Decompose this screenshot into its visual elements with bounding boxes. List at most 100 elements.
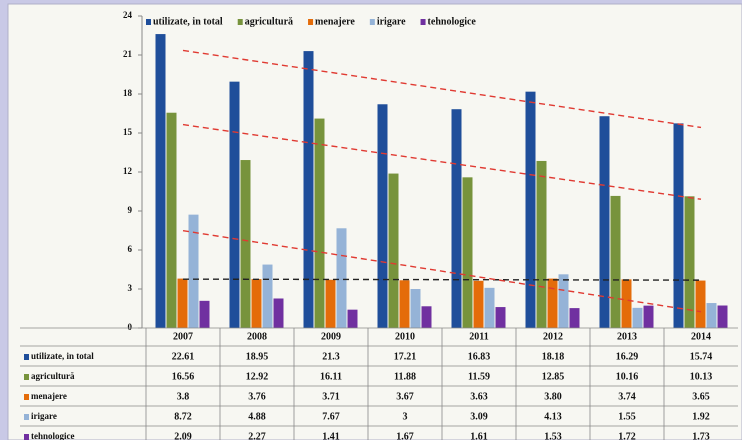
bar xyxy=(377,104,388,329)
table-cell: 16.29 xyxy=(616,351,639,362)
bar xyxy=(717,305,728,328)
table-cell: 2.09 xyxy=(174,431,192,440)
x-tick-label: 2013 xyxy=(617,331,637,342)
bar xyxy=(484,287,495,328)
x-tick-label: 2014 xyxy=(691,331,711,342)
table-cell: 16.56 xyxy=(172,371,195,382)
y-tick-label: 9 xyxy=(128,205,133,215)
bar xyxy=(621,279,632,328)
trend-line xyxy=(182,49,702,129)
table-cell: 12.85 xyxy=(542,371,565,382)
legend-label: tehnologice xyxy=(428,16,477,27)
x-tick-label: 2009 xyxy=(321,331,341,342)
table-cell: 3.76 xyxy=(248,391,266,402)
y-tick-label: 0 xyxy=(128,322,133,332)
table-row-label: menajere xyxy=(31,391,67,401)
table-cell: 21.3 xyxy=(322,351,340,362)
table-cell: 3.09 xyxy=(470,411,488,422)
y-tick-label: 18 xyxy=(123,88,133,98)
table-cell: 3 xyxy=(403,411,408,422)
table-cell: 10.13 xyxy=(690,371,713,382)
bar xyxy=(388,173,399,328)
bar xyxy=(240,160,251,328)
bar xyxy=(336,228,347,328)
table-cell: 3.63 xyxy=(470,391,488,402)
y-tick-label: 6 xyxy=(128,244,133,254)
table-cell: 7.67 xyxy=(322,411,340,422)
bar xyxy=(558,274,569,328)
legend-swatch xyxy=(308,19,314,25)
table-cell: 1.92 xyxy=(692,411,710,422)
table-cell: 4.88 xyxy=(248,411,266,422)
bar xyxy=(155,34,166,328)
bar xyxy=(451,109,462,329)
bar xyxy=(525,91,536,328)
table-cell: 1.67 xyxy=(396,431,414,440)
table-cell: 11.59 xyxy=(468,371,490,382)
y-tick-label: 24 xyxy=(123,10,133,20)
table-row-label: irigare xyxy=(31,411,57,421)
trend-line xyxy=(182,278,702,281)
bar xyxy=(599,116,610,328)
legend-swatch xyxy=(146,19,151,25)
legend-swatch xyxy=(369,19,375,25)
x-tick-label: 2007 xyxy=(173,331,193,342)
bar xyxy=(229,81,240,329)
table-cell: 1.41 xyxy=(322,431,340,440)
table-cell: 16.11 xyxy=(320,371,342,382)
bar xyxy=(251,279,262,328)
table-cell: 3.65 xyxy=(692,391,710,402)
bar xyxy=(399,280,410,328)
table-cell: 18.95 xyxy=(246,351,269,362)
bar xyxy=(610,195,621,328)
table-cell: 17.21 xyxy=(394,351,417,362)
table-row-label: tehnologice xyxy=(31,431,75,440)
table-swatch xyxy=(24,414,29,420)
table-cell: 1.61 xyxy=(470,431,488,440)
y-tick-label: 3 xyxy=(128,283,133,293)
legend-label: irigare xyxy=(377,16,406,27)
bar xyxy=(410,289,421,328)
bar xyxy=(495,307,506,328)
bar xyxy=(695,280,706,328)
table-swatch xyxy=(24,374,29,380)
legend-swatch xyxy=(420,19,426,25)
bar xyxy=(536,160,547,328)
bar xyxy=(643,305,654,328)
bar xyxy=(569,308,580,328)
table-cell: 1.72 xyxy=(618,431,636,440)
x-tick-label: 2012 xyxy=(543,331,563,342)
table-cell: 1.73 xyxy=(692,431,710,440)
bar xyxy=(199,300,210,328)
table-cell: 15.74 xyxy=(690,351,713,362)
bar xyxy=(632,307,643,328)
bar xyxy=(325,279,336,328)
bar xyxy=(188,214,199,328)
table-cell: 2.27 xyxy=(248,431,266,440)
table-cell: 3.71 xyxy=(322,391,340,402)
legend-label: menajere xyxy=(315,16,355,27)
trend-line xyxy=(182,229,702,313)
legend-label: agricultură xyxy=(245,16,293,27)
table-cell: 4.13 xyxy=(544,411,562,422)
table-swatch xyxy=(24,434,29,440)
bar xyxy=(166,112,177,328)
table-cell: 3.67 xyxy=(396,391,414,402)
table-cell: 11.88 xyxy=(394,371,416,382)
bar xyxy=(706,303,717,328)
table-cell: 18.18 xyxy=(542,351,565,362)
y-tick-label: 15 xyxy=(123,127,133,137)
trend-line xyxy=(182,123,702,200)
table-row-label: utilizate, in total xyxy=(31,351,94,361)
table-cell: 3.8 xyxy=(177,391,190,402)
table-cell: 22.61 xyxy=(172,351,195,362)
bar xyxy=(673,123,684,328)
table-swatch xyxy=(24,394,29,400)
bar xyxy=(303,51,314,328)
bar xyxy=(421,306,432,328)
table-cell: 12.92 xyxy=(246,371,269,382)
bar xyxy=(684,196,695,328)
x-tick-label: 2010 xyxy=(395,331,415,342)
table-swatch xyxy=(24,354,29,360)
